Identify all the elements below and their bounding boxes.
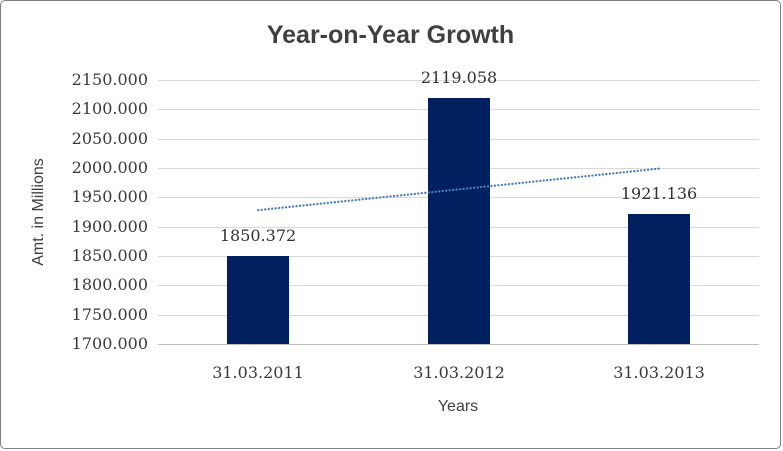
- y-tick-label: 2000.000: [71, 158, 148, 177]
- y-tick-label: 2050.000: [71, 129, 148, 148]
- y-tick-label: 2150.000: [71, 70, 148, 89]
- chart-title: Year-on-Year Growth: [266, 21, 515, 49]
- data-label: 2119.058: [420, 68, 498, 87]
- x-tick-label: 31.03.2013: [613, 363, 705, 382]
- data-label: 1921.136: [620, 184, 698, 203]
- y-tick-label: 2100.000: [71, 99, 148, 118]
- bar: [227, 256, 289, 344]
- gridline: [158, 80, 759, 81]
- x-axis-title: Years: [437, 398, 479, 415]
- y-tick-label: 1850.000: [71, 246, 148, 265]
- x-tick-label: 31.03.2012: [413, 363, 505, 382]
- x-tick-label: 31.03.2011: [212, 363, 304, 382]
- x-axis-line: [158, 344, 759, 345]
- bar: [428, 98, 490, 344]
- y-tick-label: 1700.000: [71, 334, 148, 353]
- y-tick-label: 1900.000: [71, 217, 148, 236]
- y-tick-label: 1950.000: [71, 187, 148, 206]
- y-tick-label: 1800.000: [71, 275, 148, 294]
- bar: [628, 214, 690, 344]
- y-tick-label: 1750.000: [71, 305, 148, 324]
- y-axis-title: Amt. in Millions: [30, 158, 47, 266]
- data-label: 1850.372: [219, 226, 297, 245]
